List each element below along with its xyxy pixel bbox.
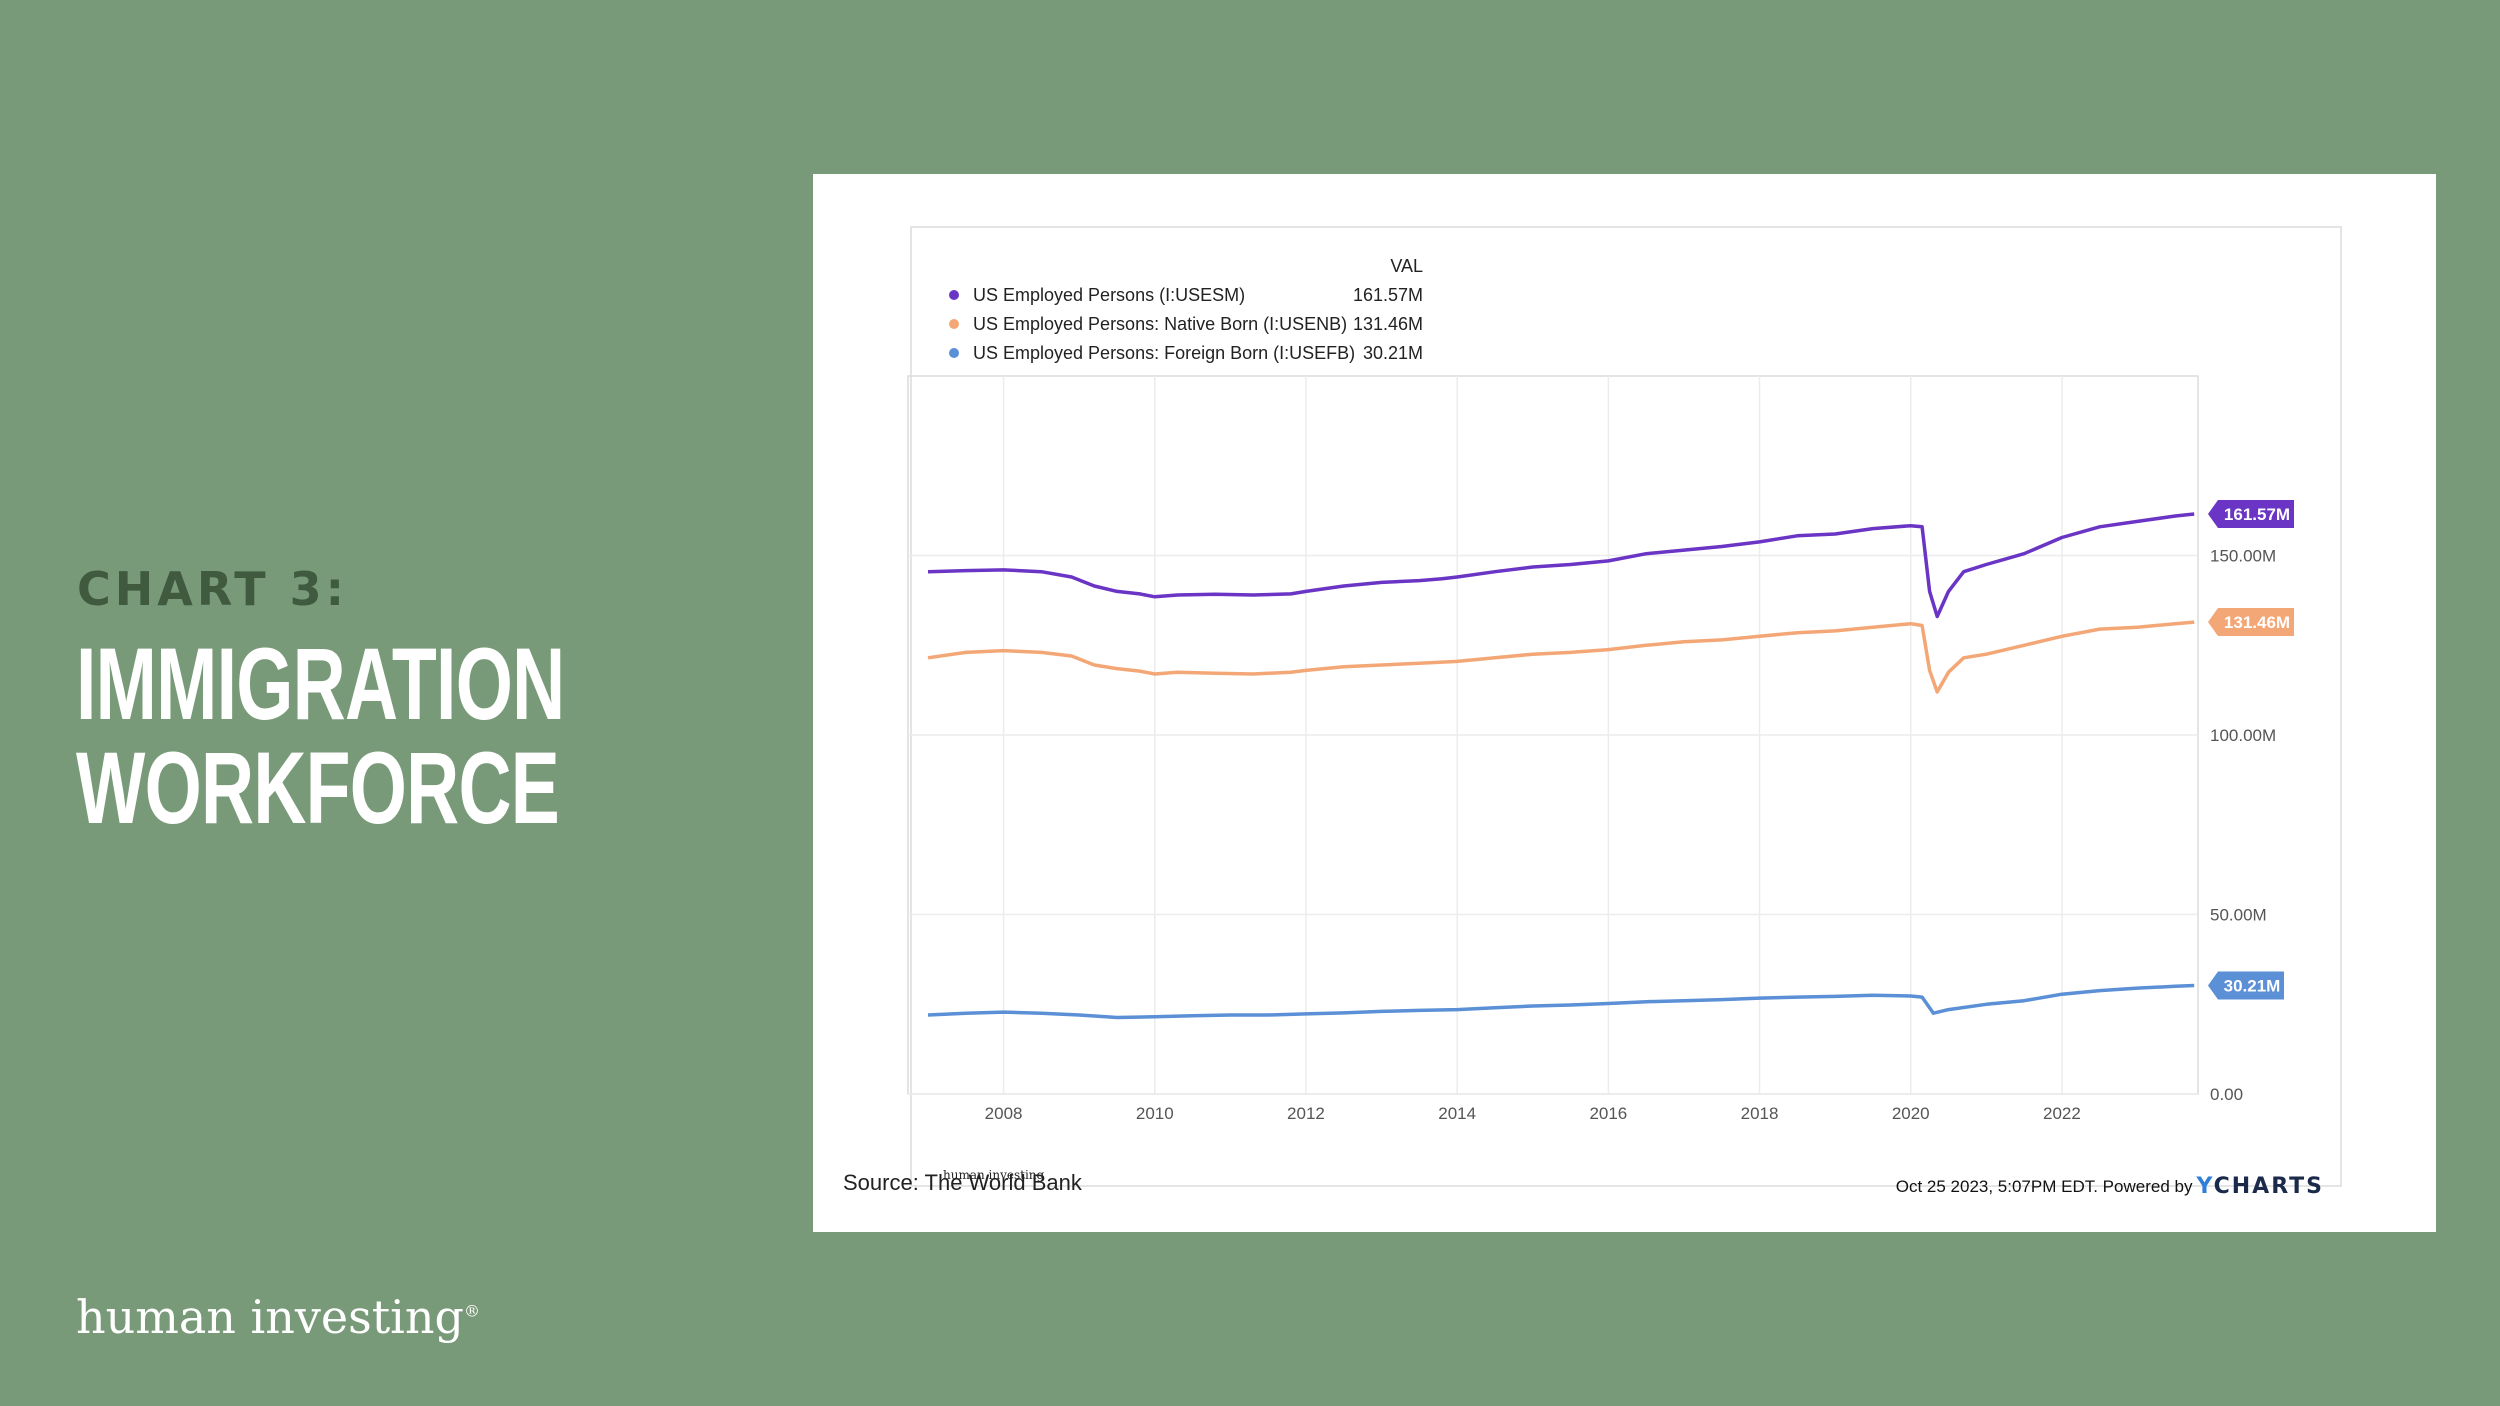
ycharts-logo: YCHARTS (2196, 1174, 2324, 1199)
end-value-badge (2208, 608, 2294, 637)
chart-card: 2008 2010 2012 2014 2016 2018 2020 2022 0.00 50.0… (813, 174, 2436, 1232)
legend-value: 30.21M (1363, 343, 1423, 363)
legend-name: US Employed Persons (I:USESM) (973, 285, 1245, 305)
x-tick-label-2018: 2018 (1741, 1104, 1779, 1123)
source-note: Source: The World Bank (843, 1170, 1082, 1195)
slide-title: IMMIGRATION WORKFORCE (76, 627, 565, 845)
end-value-badge (2208, 971, 2284, 1000)
brand-name: human investing (76, 1290, 464, 1344)
legend-dot (949, 290, 959, 300)
x-tick-label-2010: 2010 (1136, 1104, 1174, 1123)
legend-header: VAL (1390, 256, 1423, 276)
end-value-label: 30.21M (2224, 977, 2281, 996)
chart-kicker: CHART 3: (77, 562, 349, 616)
ycharts-logo-y: Y (2196, 1174, 2214, 1199)
x-tick-label-2008: 2008 (985, 1104, 1023, 1123)
legend-dot (949, 319, 959, 329)
slide-title-line-2: WORKFORCE (76, 731, 560, 845)
ycharts-logo-text: CHARTS (2213, 1174, 2324, 1199)
series-line (927, 512, 2195, 619)
legend-value: 161.57M (1353, 285, 1423, 305)
x-tick-label-2016: 2016 (1589, 1104, 1627, 1123)
legend-value: 131.46M (1353, 314, 1423, 334)
tiny-brand-watermark: human investing (943, 1168, 1045, 1182)
slide-title-line-1: IMMIGRATION (76, 627, 565, 741)
legend-name: US Employed Persons: Foreign Born (I:USE… (973, 343, 1355, 363)
y-tick-label: 100.00M (2210, 726, 2276, 745)
brand-logo: human investing® (76, 1290, 480, 1344)
timestamp: Oct 25 2023, 5:07PM EDT. Powered by (1895, 1176, 2193, 1196)
x-tick-label-2022: 2022 (2043, 1104, 2081, 1123)
x-tick-label-2020: 2020 (1892, 1104, 1930, 1123)
end-value-badge (2208, 499, 2294, 528)
registered-mark: ® (463, 1301, 480, 1321)
series-line (927, 620, 2195, 694)
series-line (927, 983, 2195, 1020)
chart-svg: 2008 2010 2012 2014 2016 2018 2020 2022 0.00 50.0… (907, 226, 2342, 1187)
x-tick-label-2012: 2012 (1287, 1104, 1325, 1123)
legend-dot (949, 348, 959, 358)
y-tick-label: 0.00 (2210, 1085, 2243, 1104)
powered-by: Oct 25 2023, 5:07PM EDT. Powered by YCHA… (1896, 1174, 2324, 1199)
end-value-label: 131.46M (2224, 613, 2290, 632)
chart-frame (910, 226, 2342, 1187)
y-tick-label: 150.00M (2210, 547, 2276, 566)
legend-name: US Employed Persons: Native Born (I:USEN… (973, 314, 1347, 334)
y-tick-label: 50.00M (2210, 906, 2267, 925)
end-value-label: 161.57M (2224, 505, 2290, 524)
x-tick-label-2014: 2014 (1438, 1104, 1476, 1123)
